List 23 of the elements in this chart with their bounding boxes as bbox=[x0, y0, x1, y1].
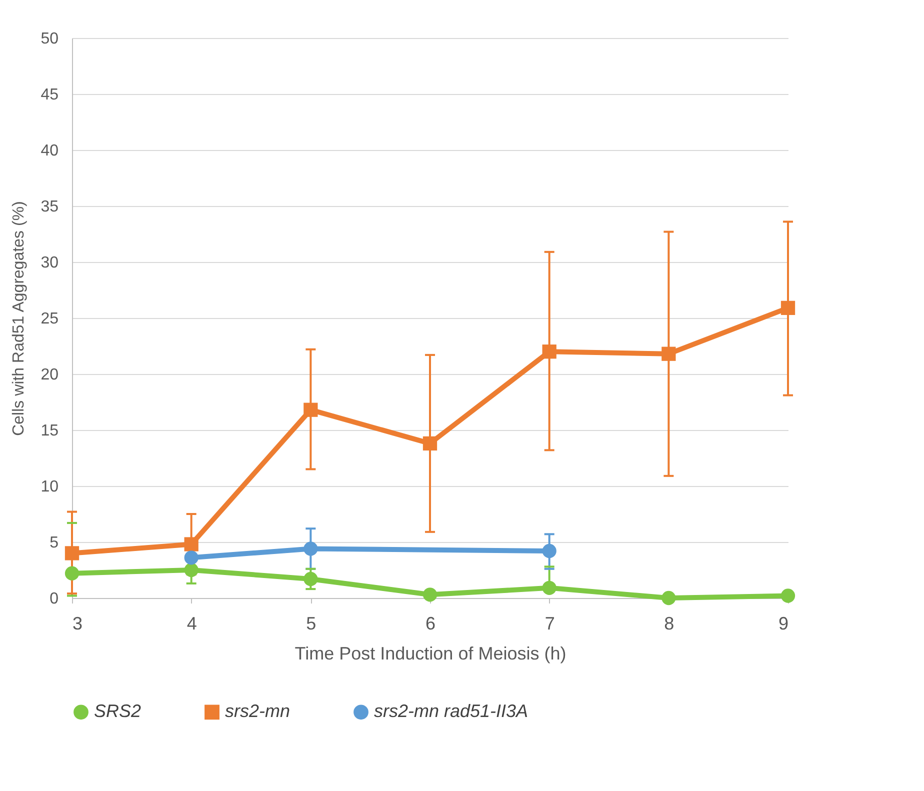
y-tick-label: 20 bbox=[40, 366, 59, 384]
y-tick-label: 35 bbox=[40, 198, 59, 216]
legend-label: srs2-mn bbox=[225, 701, 290, 722]
legend-label: SRS2 bbox=[94, 701, 142, 722]
y-tick-label: 30 bbox=[40, 254, 59, 272]
x-tick-label: 4 bbox=[186, 614, 197, 634]
y-tick-label: 40 bbox=[40, 142, 59, 160]
x-tick-label: 6 bbox=[425, 614, 436, 634]
x-tick-label: 3 bbox=[72, 614, 83, 634]
y-tick-label: 50 bbox=[40, 30, 59, 48]
y-axis-title: Cells with Rad51 Aggregates (%) bbox=[10, 201, 28, 436]
x-axis-title: Time Post Induction of Meiosis (h) bbox=[294, 644, 566, 664]
x-tick-label: 8 bbox=[664, 614, 674, 634]
x-tick-label: 5 bbox=[306, 614, 316, 634]
legend-label: srs2-mn rad51-II3A bbox=[374, 701, 528, 722]
y-tick-label: 45 bbox=[40, 86, 59, 104]
y-tick-label: 25 bbox=[40, 310, 59, 328]
y-tick-label: 0 bbox=[50, 590, 59, 608]
y-tick-label: 10 bbox=[40, 478, 59, 496]
x-tick-label: 7 bbox=[544, 614, 555, 634]
x-tick-label: 9 bbox=[778, 614, 788, 634]
y-tick-label: 15 bbox=[40, 422, 59, 440]
y-tick-label: 5 bbox=[50, 534, 59, 552]
